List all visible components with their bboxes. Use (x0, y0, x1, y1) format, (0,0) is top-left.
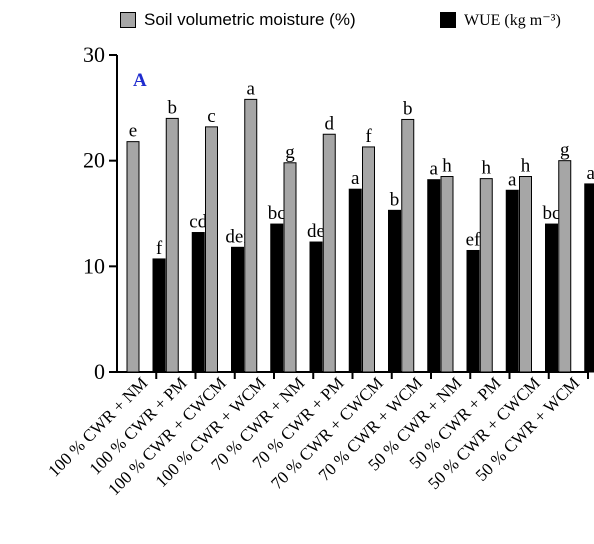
y-tick-label: 20 (83, 148, 105, 173)
y-tick-label: 30 (83, 42, 105, 67)
significance-letter-soil-moisture: h (482, 158, 492, 179)
significance-letter-soil-moisture: g (560, 140, 570, 161)
significance-letter-soil-moisture: a (247, 78, 256, 99)
panel-label: A (133, 70, 147, 91)
bar-soil-moisture (126, 141, 140, 373)
bar-soil-moisture (401, 118, 415, 373)
significance-letter-soil-moisture: f (365, 126, 372, 147)
significance-letter-wue: f (156, 238, 163, 259)
legend-label-wue: WUE (kg m⁻³) (464, 12, 561, 29)
significance-letter-soil-moisture: g (285, 142, 295, 163)
bar-wue (348, 188, 362, 373)
legend-swatch-soil-moisture (120, 12, 136, 28)
bar-wue (505, 189, 519, 373)
significance-letter-wue: ef (466, 229, 481, 250)
significance-letter-wue: a (508, 169, 517, 190)
y-tick-label: 0 (94, 359, 105, 384)
significance-letter-wue: a (351, 168, 360, 189)
bar-wue (466, 249, 480, 373)
significance-letter-wue: bc (543, 203, 561, 224)
significance-letter-wue: def (225, 226, 250, 247)
bar-wue (584, 183, 594, 373)
significance-letter-wue: de (307, 221, 325, 242)
bar-soil-moisture (479, 178, 493, 373)
legend-swatch-wue (440, 12, 456, 28)
legend-item-wue: WUE (kg m⁻³) (440, 10, 561, 30)
significance-letter-soil-moisture: c (207, 106, 215, 127)
bar-soil-moisture (283, 162, 297, 373)
y-tick-label: 10 (83, 253, 105, 278)
bar-wue (545, 223, 558, 373)
significance-letter-soil-moisture: h (521, 156, 531, 177)
bar-soil-moisture (205, 126, 218, 373)
legend: Soil volumetric moisture (%) WUE (kg m⁻³… (0, 4, 594, 40)
bar-wue (270, 223, 284, 373)
bar-wue (152, 258, 166, 373)
legend-label-soil-moisture: Soil volumetric moisture (%) (144, 10, 356, 29)
significance-letter-wue: a (587, 163, 594, 184)
significance-letter-wue: b (390, 189, 400, 210)
significance-letter-wue: a (430, 159, 439, 180)
bar-soil-moisture (322, 133, 336, 373)
bar-soil-moisture (244, 98, 258, 373)
significance-letter-soil-moisture: h (442, 156, 452, 177)
bar-soil-moisture (440, 176, 454, 373)
legend-item-soil-moisture: Soil volumetric moisture (%) (120, 10, 356, 30)
significance-letter-soil-moisture: e (129, 121, 137, 142)
bar-wue (388, 209, 401, 373)
significance-letter-wue: bc (268, 203, 286, 224)
bar-wue (309, 241, 323, 373)
bar-soil-moisture (165, 117, 179, 373)
significance-letter-soil-moisture: d (325, 113, 335, 134)
significance-letter-soil-moisture: b (403, 98, 413, 119)
bar-soil-moisture (558, 160, 572, 373)
bar-wue (427, 179, 441, 373)
bar-wue (231, 246, 244, 373)
bar-soil-moisture (519, 176, 532, 373)
bar-soil-moisture (362, 146, 375, 373)
significance-letter-soil-moisture: b (168, 97, 178, 118)
significance-letter-wue: cd (189, 212, 207, 233)
bar-wue (191, 232, 205, 373)
